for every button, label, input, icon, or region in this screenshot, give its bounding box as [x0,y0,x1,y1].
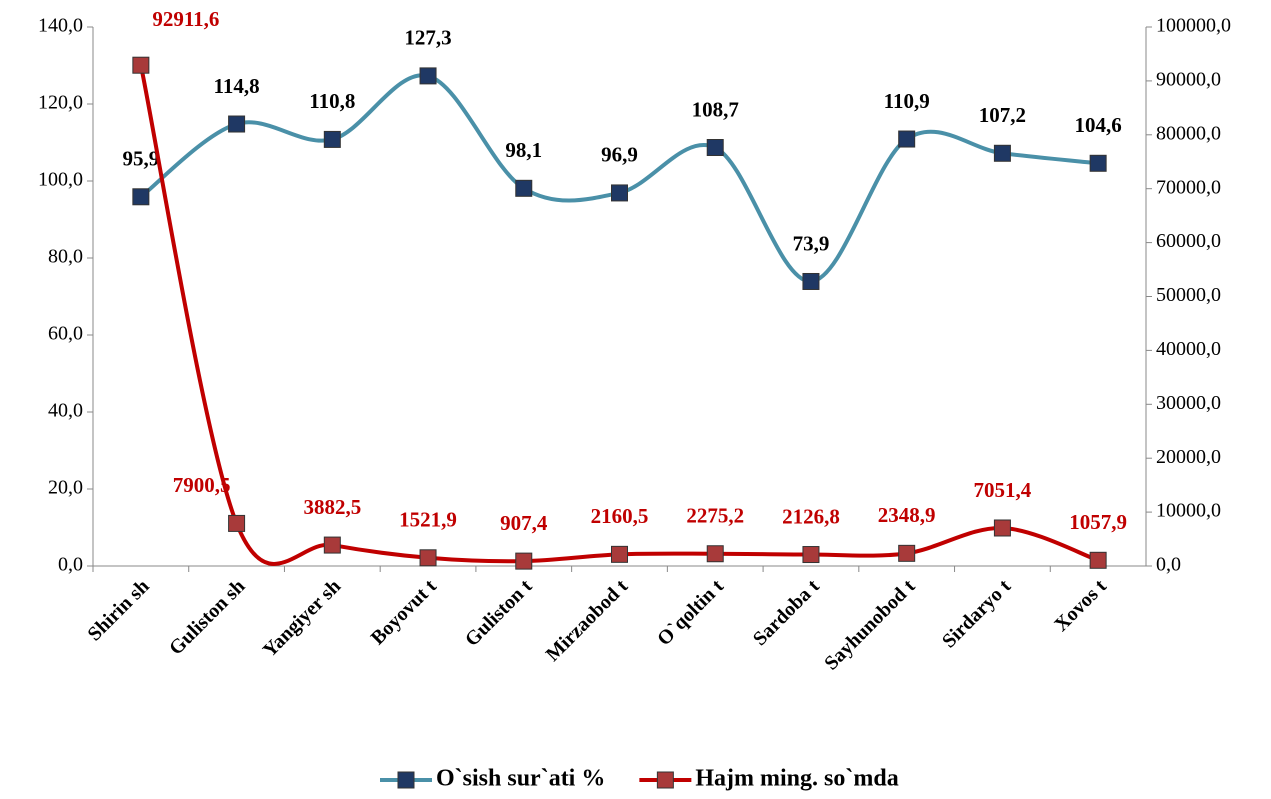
data-label: 127,3 [404,26,451,50]
y-tick-label: 120,0 [38,92,83,114]
x-tick-label: Yangiyer sh [259,575,345,661]
data-label: 1057,9 [1069,510,1127,534]
data-label: 2160,5 [591,504,649,528]
legend-label: Hajm ming. so`mda [695,766,898,792]
marker [132,188,150,206]
y2-tick-label: 20000,0 [1156,446,1221,468]
marker [323,130,341,148]
marker [132,56,150,74]
x-tick-label: Xovos t [1050,575,1111,636]
y2-tick-label: 10000,0 [1156,500,1221,522]
y2-tick-label: 30000,0 [1156,392,1221,414]
marker [802,546,820,564]
marker [515,552,533,570]
y2-tick-label: 100000,0 [1156,15,1231,37]
marker [898,544,916,562]
marker [706,545,724,563]
y-tick-label: 0,0 [58,554,83,576]
data-label: 108,7 [692,97,739,121]
y2-tick-label: 60000,0 [1156,230,1221,252]
data-label: 98,1 [505,138,542,162]
y2-tick-label: 40000,0 [1156,338,1221,360]
data-label: 2275,2 [686,504,744,528]
legend-marker [656,771,674,789]
data-label: 114,8 [214,74,260,98]
x-tick-label: Shirin sh [83,575,153,645]
marker [611,545,628,563]
marker [993,144,1011,162]
data-label: 7900,5 [173,473,231,497]
data-label: 107,2 [979,103,1026,127]
legend-marker [397,771,415,789]
y-tick-label: 100,0 [38,169,83,191]
y-tick-label: 20,0 [48,477,83,499]
data-label: 2126,8 [782,504,840,528]
marker [802,272,820,290]
y2-tick-label: 70000,0 [1156,176,1221,198]
x-tick-label: Sayhunobod t [820,575,920,675]
marker [323,536,341,554]
data-label: 92911,6 [152,7,219,31]
y-tick-label: 60,0 [48,323,83,345]
x-tick-label: Guliston sh [165,575,249,659]
series-line [139,73,1099,284]
series-line [138,64,1099,566]
data-label: 96,9 [601,143,638,167]
data-label: 7051,4 [974,478,1032,502]
data-label: 907,4 [500,511,548,535]
data-label: 73,9 [793,231,830,255]
y2-tick-label: 0,0 [1156,554,1181,576]
legend-label: O`sish sur`ati % [436,766,605,792]
data-label: 1521,9 [399,508,457,532]
x-tick-label: O`qoltin t [653,575,728,650]
y-tick-label: 40,0 [48,400,83,422]
marker [993,519,1011,537]
y2-tick-label: 80000,0 [1156,122,1221,144]
marker [419,549,437,567]
marker [1089,551,1107,569]
x-tick-label: Boyovut t [367,575,441,649]
x-tick-label: Mirzaobod t [542,575,633,666]
marker [515,179,533,197]
marker [228,115,246,133]
marker [1089,154,1107,172]
data-label: 2348,9 [878,503,936,527]
y-tick-label: 140,0 [38,15,83,37]
marker [228,514,246,532]
y2-tick-label: 90000,0 [1156,68,1221,90]
marker [898,130,916,148]
x-tick-label: Sardoba t [749,575,824,650]
data-label: 110,9 [884,89,930,113]
y-tick-label: 80,0 [48,246,83,268]
marker [419,67,437,85]
y2-tick-label: 50000,0 [1156,284,1221,306]
data-label: 95,9 [122,147,159,171]
marker [611,184,628,202]
x-tick-label: Sirdaryo t [938,575,1015,652]
data-label: 104,6 [1075,113,1122,137]
marker [706,139,724,157]
data-label: 110,8 [309,89,355,113]
data-label: 3882,5 [303,495,361,519]
x-tick-label: Guliston t [461,575,537,651]
